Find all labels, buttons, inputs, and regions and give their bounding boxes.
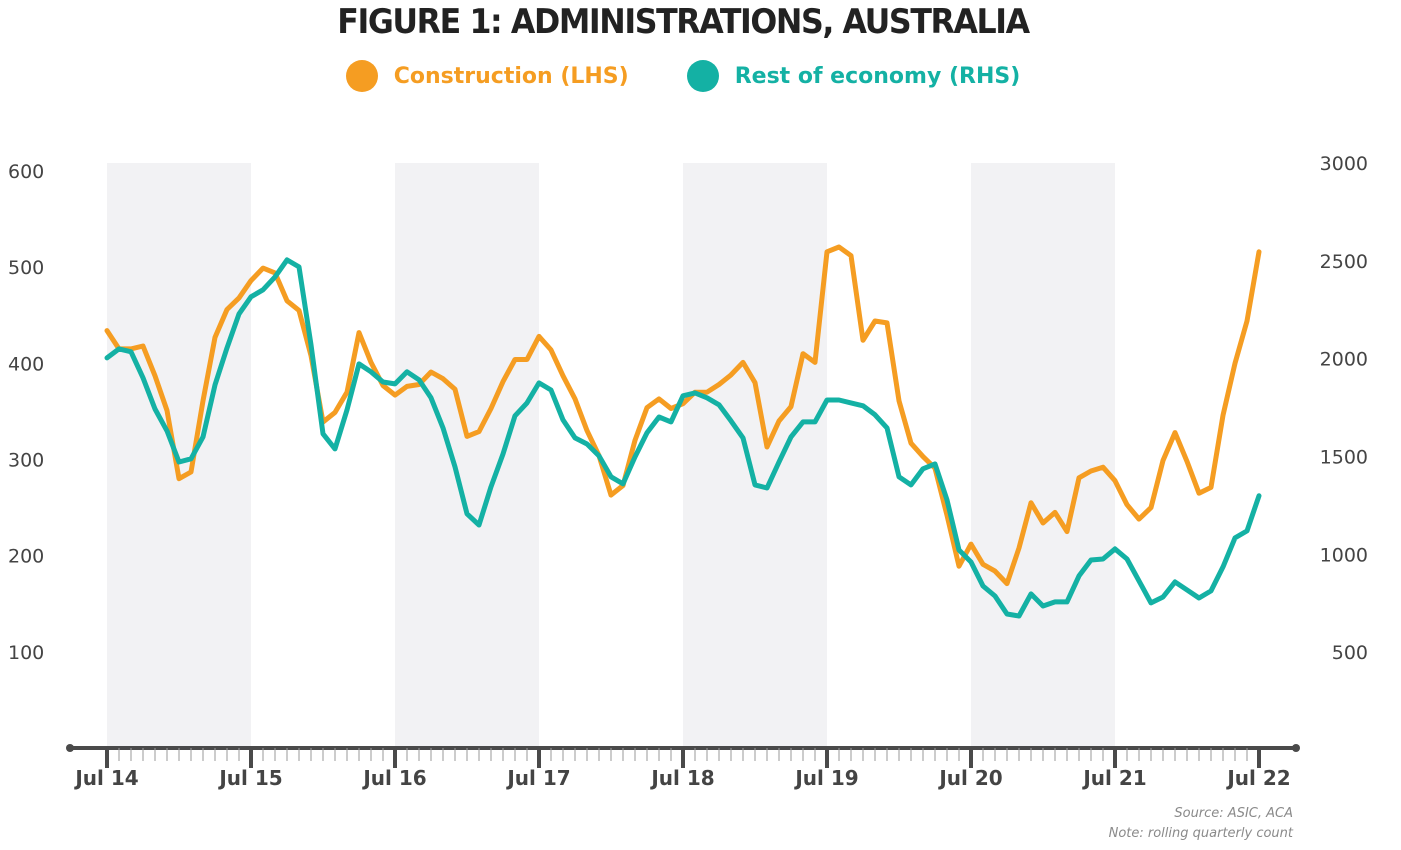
x-axis-tick-label: Jul 15 — [217, 766, 282, 790]
right-axis-tick-label: 2500 — [1320, 251, 1368, 273]
left-axis: 100 200 300 400 500 600 — [8, 161, 44, 664]
shaded-period — [971, 163, 1115, 748]
left-axis-tick-label: 600 — [8, 161, 44, 183]
series-lines — [104, 244, 1262, 619]
right-axis: 500 1000 1500 2000 2500 3000 — [1320, 153, 1368, 664]
source-note: Source: ASIC, ACA — [1174, 806, 1293, 821]
left-axis-tick-label: 100 — [8, 642, 44, 664]
x-axis-tick-label: Jul 20 — [937, 766, 1002, 790]
x-axis-tick-label: Jul 16 — [361, 766, 426, 790]
legend-item-construction: Construction (LHS) — [345, 60, 629, 92]
right-axis-tick-label: 2000 — [1320, 349, 1368, 371]
legend-marker-construction — [345, 60, 378, 92]
right-axis-tick-label: 500 — [1332, 642, 1368, 664]
right-axis-tick-label: 1000 — [1320, 544, 1368, 566]
right-axis-tick-label: 1500 — [1320, 447, 1368, 469]
left-axis-tick-label: 400 — [8, 353, 44, 375]
chart-title: FIGURE 1: ADMINISTRATIONS, AUSTRALIA — [337, 2, 1030, 42]
legend-item-rest-of-economy: Rest of economy (RHS) — [686, 60, 1021, 92]
legend-marker-rest-of-economy — [686, 60, 719, 92]
legend: Construction (LHS) Rest of economy (RHS) — [0, 60, 1366, 92]
x-axis: Jul 14 Jul 15 Jul 16 Jul 17 Jul 18 Jul 19 Jul … — [66, 744, 1300, 790]
shaded-periods — [107, 163, 1115, 748]
left-axis-tick-label: 500 — [8, 257, 44, 279]
x-axis-end-cap — [1292, 744, 1300, 752]
legend-label-rest-of-economy: Rest of economy (RHS) — [734, 63, 1021, 89]
left-axis-tick-label: 300 — [8, 450, 44, 472]
shaded-period — [395, 163, 539, 748]
x-axis-tick-label: Jul 22 — [1225, 766, 1290, 790]
x-axis-tick-label: Jul 14 — [73, 766, 138, 790]
series-line-construction — [104, 244, 1262, 587]
series-line-rest-of-economy — [104, 257, 1262, 619]
shaded-period — [683, 163, 827, 748]
right-axis-tick-label: 3000 — [1320, 153, 1368, 175]
x-axis-tick-label: Jul 18 — [649, 766, 714, 790]
x-axis-tick-label: Jul 19 — [793, 766, 858, 790]
methodology-note: Note: rolling quarterly count — [1108, 826, 1293, 841]
x-axis-start-cap — [66, 744, 74, 752]
legend-label-construction: Construction (LHS) — [393, 63, 629, 89]
x-axis-tick-label: Jul 17 — [505, 766, 570, 790]
x-axis-tick-label: Jul 21 — [1081, 766, 1146, 790]
left-axis-tick-label: 200 — [8, 546, 44, 568]
